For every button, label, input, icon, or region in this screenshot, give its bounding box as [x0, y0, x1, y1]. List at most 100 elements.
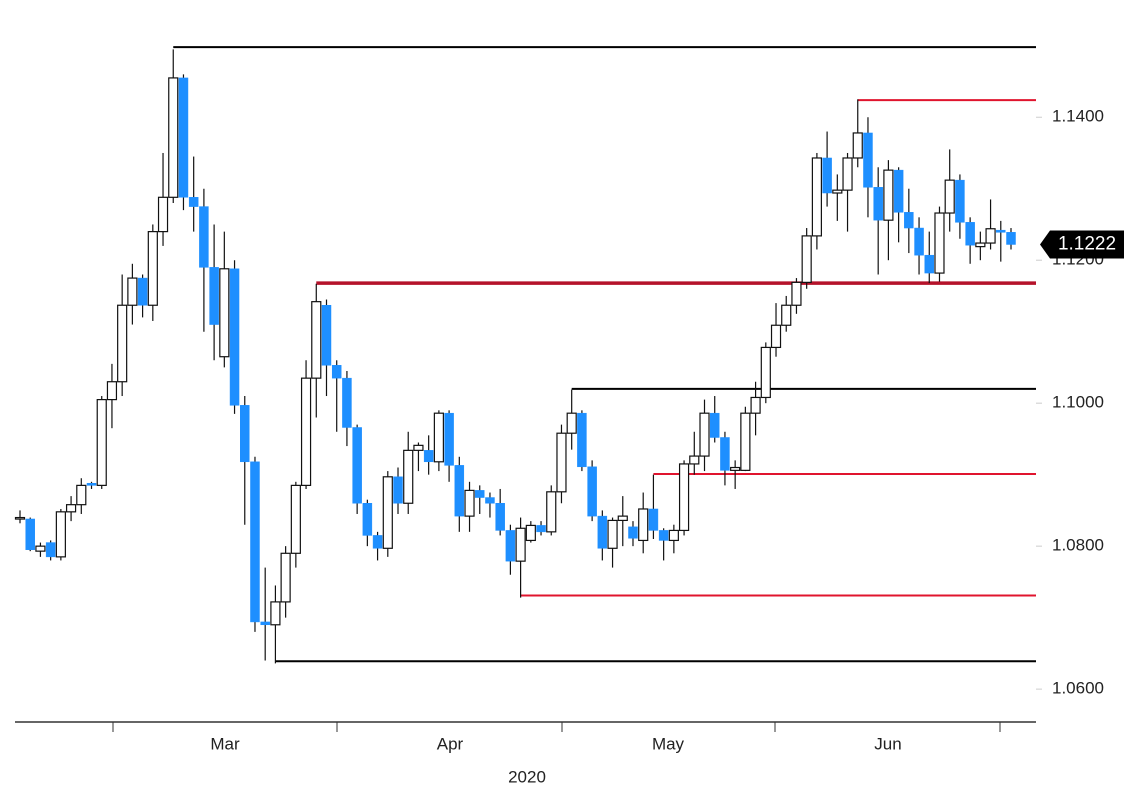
- candle-body: [147, 231, 158, 306]
- candle-body: [311, 301, 322, 379]
- candle-body: [1006, 232, 1016, 245]
- candle-body: [321, 304, 332, 366]
- candle-body: [965, 222, 975, 246]
- candle-body: [106, 381, 118, 401]
- candle-body: [863, 132, 873, 188]
- candle-body: [658, 530, 669, 541]
- candle-body: [924, 254, 935, 274]
- candle-body: [689, 455, 700, 465]
- candle-body: [699, 412, 710, 457]
- candle-body: [55, 511, 66, 558]
- candle-body: [760, 346, 771, 399]
- candle-body: [566, 412, 577, 434]
- candle-body: [240, 405, 250, 463]
- candle-body: [413, 444, 424, 451]
- candle-body: [331, 365, 342, 379]
- candle-body: [342, 377, 352, 428]
- candle-body: [975, 242, 986, 248]
- candle-body: [444, 412, 454, 466]
- candle-body: [985, 228, 996, 244]
- candle-body: [822, 157, 832, 194]
- x-tick-label: Mar: [210, 734, 240, 753]
- candle-body: [914, 227, 924, 256]
- candle-body: [720, 437, 730, 471]
- x-tick-label: Jun: [874, 734, 901, 753]
- candle-body: [495, 503, 505, 531]
- candle-body: [536, 525, 546, 533]
- candle-body: [873, 187, 883, 221]
- candle-body: [290, 484, 301, 554]
- candle-body: [842, 157, 853, 191]
- candle-body: [25, 518, 35, 550]
- last-price-label: 1.1222: [1058, 233, 1116, 254]
- candle-body: [750, 396, 761, 414]
- candle-body: [423, 450, 434, 463]
- candle-body: [352, 427, 362, 504]
- y-tick-label: 1.1400: [1052, 107, 1104, 126]
- candle-body: [270, 601, 281, 626]
- candle-body: [464, 489, 475, 517]
- candle-body: [393, 476, 403, 504]
- last-price-tag: [1040, 230, 1124, 259]
- candle-body: [474, 490, 485, 498]
- candle-body: [86, 482, 97, 486]
- candle-body: [730, 466, 741, 471]
- candle-body: [944, 179, 955, 214]
- candle-body: [250, 461, 260, 623]
- candle-body: [852, 132, 863, 159]
- candle-body: [65, 504, 77, 513]
- candle-body: [362, 503, 373, 536]
- candle-body: [178, 77, 189, 198]
- candle-body: [617, 515, 628, 522]
- y-tick-label: 1.0600: [1052, 679, 1104, 698]
- candle-body: [955, 179, 965, 223]
- candle-body: [209, 267, 219, 325]
- candle-body: [934, 212, 945, 274]
- candle-body: [219, 268, 230, 358]
- candle-body: [770, 324, 782, 349]
- candle-body: [832, 189, 843, 194]
- candle-body: [403, 449, 414, 504]
- candle-body: [668, 529, 679, 542]
- candle-body: [199, 206, 209, 268]
- candle-body: [117, 304, 128, 383]
- candle-body: [188, 197, 199, 207]
- candle-body: [260, 621, 270, 626]
- candle-body: [76, 484, 87, 506]
- y-tick-label: 1.1000: [1052, 393, 1104, 412]
- candle-body: [382, 476, 393, 549]
- candle-body: [893, 169, 904, 213]
- candle-body: [525, 524, 536, 542]
- candle-body: [781, 304, 792, 326]
- candle-body: [485, 497, 495, 504]
- candle-body: [791, 281, 802, 306]
- candle-body: [546, 491, 557, 533]
- candle-body: [678, 463, 690, 532]
- candle-body: [157, 196, 169, 233]
- candle-body: [454, 465, 465, 517]
- candle-body: [372, 535, 383, 549]
- candle-body: [168, 77, 179, 198]
- candle-body: [577, 412, 587, 468]
- candle-body: [607, 519, 618, 549]
- candle-body: [801, 235, 812, 283]
- candle-body: [45, 542, 56, 558]
- candle-body: [14, 516, 26, 520]
- candle-body: [628, 526, 638, 539]
- candle-body: [648, 508, 659, 531]
- candle-body: [709, 412, 720, 438]
- candle-body: [515, 527, 526, 562]
- candle-body: [229, 268, 240, 406]
- candle-body: [433, 412, 444, 463]
- candle-body: [638, 508, 649, 542]
- candle-body: [904, 212, 914, 229]
- candle-body: [127, 277, 138, 306]
- candle-body: [883, 169, 894, 221]
- x-tick-label: May: [652, 734, 685, 753]
- x-axis-title: 2020: [508, 767, 546, 786]
- candle-body: [96, 399, 107, 486]
- candle-body: [597, 515, 608, 549]
- candle-body: [740, 412, 751, 471]
- y-tick-label: 1.0800: [1052, 536, 1104, 555]
- x-tick-label: Apr: [437, 734, 464, 753]
